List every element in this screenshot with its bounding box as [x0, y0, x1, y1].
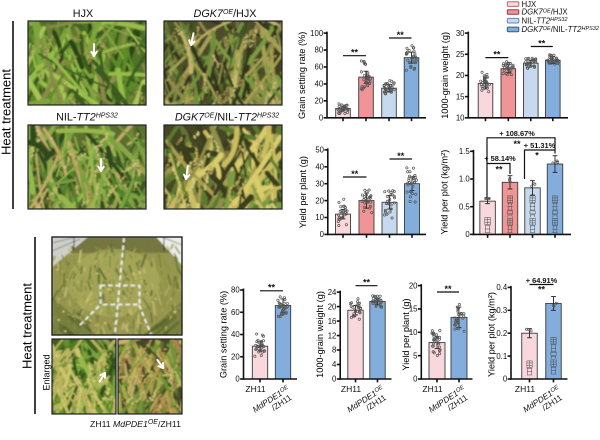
svg-text:8: 8 — [332, 346, 336, 355]
svg-text:4: 4 — [332, 360, 337, 369]
svg-text:0.1: 0.1 — [496, 352, 507, 361]
svg-text:20: 20 — [315, 196, 324, 205]
svg-text:40: 40 — [231, 330, 240, 339]
svg-text:20: 20 — [231, 352, 240, 361]
svg-text:+ 108.67%: + 108.67% — [499, 129, 535, 138]
svg-text:Grain setting rate (%): Grain setting rate (%) — [297, 32, 307, 119]
svg-text:20: 20 — [315, 97, 324, 106]
svg-text:20: 20 — [456, 71, 465, 80]
svg-text:30: 30 — [315, 179, 324, 188]
svg-text:0: 0 — [319, 114, 324, 123]
svg-text:80: 80 — [315, 46, 324, 55]
svg-text:80: 80 — [231, 286, 240, 295]
svg-text:10: 10 — [456, 114, 465, 123]
svg-text:0.3: 0.3 — [496, 306, 507, 315]
svg-text:**: ** — [495, 165, 503, 175]
svg-text:0: 0 — [503, 375, 508, 384]
svg-text:15: 15 — [456, 92, 465, 101]
svg-text:40: 40 — [315, 80, 324, 89]
svg-text:+ 58.14%: + 58.14% — [484, 154, 516, 163]
svg-text:Yield per plot (kg/m²): Yield per plot (kg/m²) — [487, 292, 497, 377]
svg-text:**: ** — [493, 49, 501, 59]
svg-text:0: 0 — [235, 375, 240, 384]
svg-text:20: 20 — [328, 302, 337, 311]
svg-text:0.2: 0.2 — [496, 329, 507, 338]
svg-text:**: ** — [513, 139, 521, 149]
svg-text:Yield per plant (g): Yield per plant (g) — [401, 298, 411, 370]
svg-text:5: 5 — [413, 351, 418, 360]
svg-text:0: 0 — [465, 230, 470, 239]
svg-text:10: 10 — [315, 213, 324, 222]
svg-text:0: 0 — [413, 375, 418, 384]
svg-text:40: 40 — [315, 163, 324, 172]
svg-text:Yield per plot (kg/m²): Yield per plot (kg/m²) — [440, 150, 450, 235]
svg-text:*: * — [535, 151, 539, 161]
svg-text:1.5: 1.5 — [459, 147, 471, 156]
svg-text:+ 64.91%: + 64.91% — [526, 276, 558, 285]
svg-text:+ 51.31%: + 51.31% — [524, 141, 556, 150]
svg-text:Heat treatment: Heat treatment — [20, 283, 35, 369]
svg-text:25: 25 — [456, 50, 465, 59]
svg-text:**: ** — [538, 285, 546, 295]
svg-text:DGK7OE/NIL-TT2HPS32: DGK7OE/NIL-TT2HPS32 — [175, 111, 279, 123]
svg-text:1000-grain weight (g): 1000-grain weight (g) — [315, 291, 325, 378]
svg-text:12: 12 — [328, 331, 337, 340]
svg-text:DGK7OE/HJX: DGK7OE/HJX — [194, 8, 257, 20]
svg-text:**: ** — [268, 283, 276, 293]
svg-text:ZH11: ZH11 — [245, 384, 265, 394]
svg-text:30: 30 — [456, 29, 465, 38]
svg-text:0: 0 — [320, 230, 325, 239]
svg-text:**: ** — [538, 38, 546, 48]
svg-text:**: ** — [397, 30, 405, 40]
svg-text:Yield per plant (g): Yield per plant (g) — [298, 156, 308, 228]
svg-text:**: ** — [444, 284, 452, 294]
svg-text:**: ** — [351, 169, 359, 179]
svg-text:DGK7OE/NIL-TT2HPS32: DGK7OE/NIL-TT2HPS32 — [522, 25, 599, 34]
svg-text:HJX: HJX — [73, 8, 93, 20]
svg-text:16: 16 — [328, 317, 337, 326]
svg-text:Enlarged: Enlarged — [42, 354, 52, 390]
svg-text:Grain setting rate (%): Grain setting rate (%) — [219, 291, 229, 378]
svg-text:0.4: 0.4 — [496, 283, 508, 292]
svg-text:10: 10 — [409, 328, 418, 337]
svg-text:ZH11 MdPDE1OE/ZH11: ZH11 MdPDE1OE/ZH11 — [90, 419, 181, 429]
svg-text:0.5: 0.5 — [459, 202, 471, 211]
svg-text:ZH11: ZH11 — [341, 384, 361, 394]
svg-text:NIL-TT2HPS32: NIL-TT2HPS32 — [522, 16, 568, 25]
svg-text:**: ** — [363, 278, 371, 288]
svg-text:50: 50 — [315, 146, 324, 155]
svg-text:DGK7OE/HJX: DGK7OE/HJX — [522, 8, 569, 17]
svg-text:24: 24 — [328, 288, 337, 297]
svg-text:60: 60 — [231, 308, 240, 317]
svg-text:HJX: HJX — [522, 0, 538, 9]
svg-text:**: ** — [351, 48, 359, 58]
svg-text:100: 100 — [310, 29, 324, 38]
svg-text:60: 60 — [315, 63, 324, 72]
svg-text:Heat treatment: Heat treatment — [0, 69, 14, 155]
svg-text:**: ** — [397, 151, 405, 161]
svg-text:1000-grain weight (g): 1000-grain weight (g) — [440, 32, 450, 119]
svg-text:0: 0 — [332, 375, 337, 384]
svg-text:1.0: 1.0 — [459, 175, 471, 184]
svg-text:20: 20 — [409, 281, 418, 290]
svg-text:ZH11: ZH11 — [422, 384, 442, 394]
svg-text:15: 15 — [409, 305, 418, 314]
svg-text:ZH11: ZH11 — [515, 384, 535, 394]
